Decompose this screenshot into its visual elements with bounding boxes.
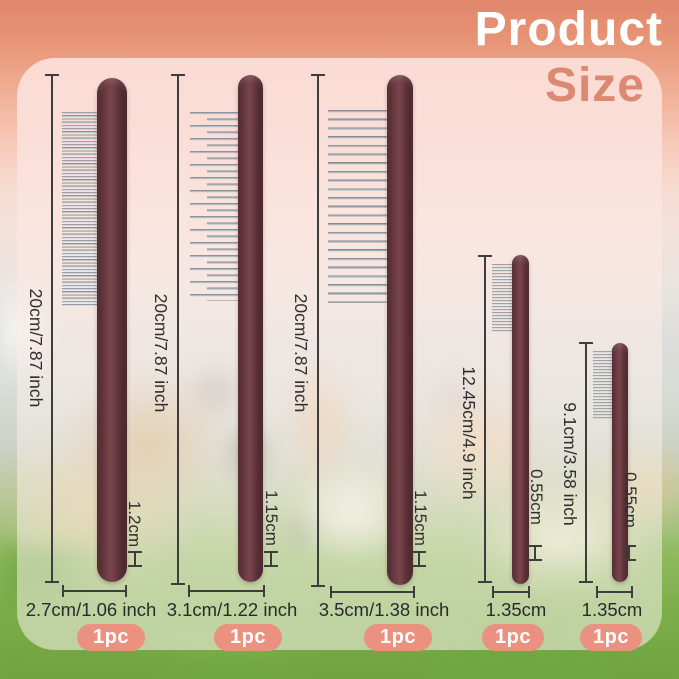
comb-4-width-label: 1.35cm [485, 599, 547, 620]
comb-2-width-label: 3.1cm/1.22 inch [166, 599, 298, 620]
title-product: Product [474, 3, 663, 56]
comb-1-width-label: 2.7cm/1.06 inch [25, 599, 157, 620]
comb-4-qty-badge: 1pc [482, 624, 544, 651]
comb-3-handle [387, 75, 413, 585]
comb-1-length-label: 20cm/7.87 inch [26, 288, 46, 408]
comb-3-width-line [330, 586, 415, 598]
comb-5-thickness-bracket [622, 545, 636, 561]
comb-4-thickness-bracket [528, 545, 542, 561]
comb-2-thickness-bracket [264, 551, 278, 567]
comb-2-width-line [188, 585, 265, 597]
comb-3-thickness-bracket [412, 551, 426, 567]
comb-1-thickness-label: 1.2cm [125, 500, 144, 548]
comb-5-qty-badge: 1pc [580, 624, 642, 651]
comb-3-thickness-label: 1.15cm [411, 490, 430, 546]
comb-1-handle [97, 78, 127, 582]
comb-5-width-line [596, 586, 633, 598]
comb-4-teeth [492, 264, 512, 332]
comb-2-qty-badge: 1pc [214, 624, 282, 651]
comb-2-length-label: 20cm/7.87 inch [151, 293, 171, 413]
comb-3-length-label: 20cm/7.87 inch [291, 293, 311, 413]
comb-5-thickness-label: 0.55cm [621, 472, 640, 528]
comb-5-teeth [593, 351, 612, 419]
comb-4-length-label: 12.45cm/4.9 inch [459, 366, 479, 500]
comb-2-thickness-label: 1.15cm [262, 490, 281, 546]
title-size: Size [544, 59, 645, 112]
comb-1-width-line [62, 585, 127, 597]
comb-3-teeth [328, 110, 387, 303]
comb-3-qty-badge: 1pc [364, 624, 432, 651]
comb-4-width-line [492, 586, 530, 598]
comb-5-handle [612, 343, 628, 582]
comb-2-teeth-short [207, 112, 238, 301]
comb-4-handle [512, 255, 529, 584]
comb-5-length-line [579, 342, 593, 583]
comb-1-length-line [45, 74, 59, 583]
comb-5-width-label: 1.35cm [581, 599, 643, 620]
comb-4-thickness-label: 0.55cm [527, 469, 546, 525]
comb-1-thickness-bracket [128, 551, 142, 567]
comb-5-length-label: 9.1cm/3.58 inch [560, 402, 580, 526]
comb-1-teeth [62, 112, 99, 306]
comb-3-length-line [311, 74, 325, 587]
comb-3-width-label: 3.5cm/1.38 inch [318, 599, 450, 620]
comb-4-length-line [478, 255, 492, 583]
comb-1-qty-badge: 1pc [77, 624, 145, 651]
comb-2-length-line [171, 74, 185, 585]
comb-2-handle [238, 75, 263, 582]
